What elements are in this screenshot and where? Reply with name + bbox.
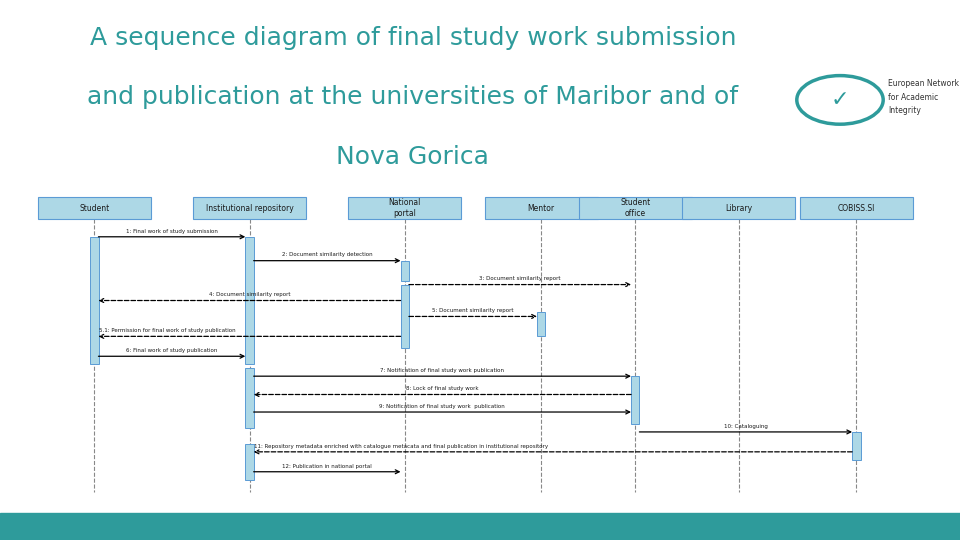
Text: 11: Repository metadata enriched with catalogue metacata and final publication i: 11: Repository metadata enriched with ca… <box>254 444 548 449</box>
Text: 2: Document similarity detection: 2: Document similarity detection <box>282 253 372 258</box>
Text: ✓: ✓ <box>830 90 850 110</box>
FancyBboxPatch shape <box>348 197 461 219</box>
Text: Student: Student <box>79 204 109 213</box>
Text: Library: Library <box>725 204 753 213</box>
Text: Mentor: Mentor <box>528 204 555 213</box>
Text: Nova Gorica: Nova Gorica <box>336 145 490 168</box>
Text: 6: Final work of study publication: 6: Final work of study publication <box>126 348 218 353</box>
FancyBboxPatch shape <box>579 197 691 219</box>
Text: 1: Final work of study submission: 1: Final work of study submission <box>126 228 218 234</box>
Text: European Network: European Network <box>888 79 959 88</box>
Text: 9: Notification of final study work  publication: 9: Notification of final study work publ… <box>379 404 505 409</box>
Text: A sequence diagram of final study work submission: A sequence diagram of final study work s… <box>89 26 736 50</box>
Text: 5: Document similarity report: 5: Document similarity report <box>432 308 514 313</box>
Text: Student
office: Student office <box>620 198 650 218</box>
Text: COBISS.SI: COBISS.SI <box>838 204 875 213</box>
Text: 7: Notification of final study work publication: 7: Notification of final study work publ… <box>380 368 504 373</box>
Text: 10: Cataloguing: 10: Cataloguing <box>724 424 768 429</box>
Text: 3: Document similarity report: 3: Document similarity report <box>479 276 561 281</box>
Text: National
portal: National portal <box>389 198 420 218</box>
FancyBboxPatch shape <box>485 197 597 219</box>
FancyBboxPatch shape <box>193 197 306 219</box>
FancyBboxPatch shape <box>800 197 913 219</box>
Text: 4: Document similarity report: 4: Document similarity report <box>208 292 290 298</box>
Bar <box>631 376 639 424</box>
Text: 5.1: Permission for final work of study publication: 5.1: Permission for final work of study … <box>99 328 235 333</box>
Text: for Academic: for Academic <box>888 93 938 102</box>
Bar <box>400 261 409 281</box>
Text: 12: Publication in national portal: 12: Publication in national portal <box>282 463 372 469</box>
Text: 8: Lock of final study work: 8: Lock of final study work <box>406 386 479 391</box>
Text: Institutional repository: Institutional repository <box>205 204 294 213</box>
Bar <box>245 368 253 428</box>
Bar <box>245 237 253 364</box>
FancyBboxPatch shape <box>683 197 795 219</box>
Text: Integrity: Integrity <box>888 106 921 115</box>
Bar <box>400 285 409 348</box>
Bar <box>852 432 860 460</box>
Bar <box>245 444 253 480</box>
Bar <box>90 237 99 364</box>
Bar <box>537 313 545 336</box>
Text: and publication at the universities of Maribor and of: and publication at the universities of M… <box>87 85 738 109</box>
FancyBboxPatch shape <box>37 197 151 219</box>
